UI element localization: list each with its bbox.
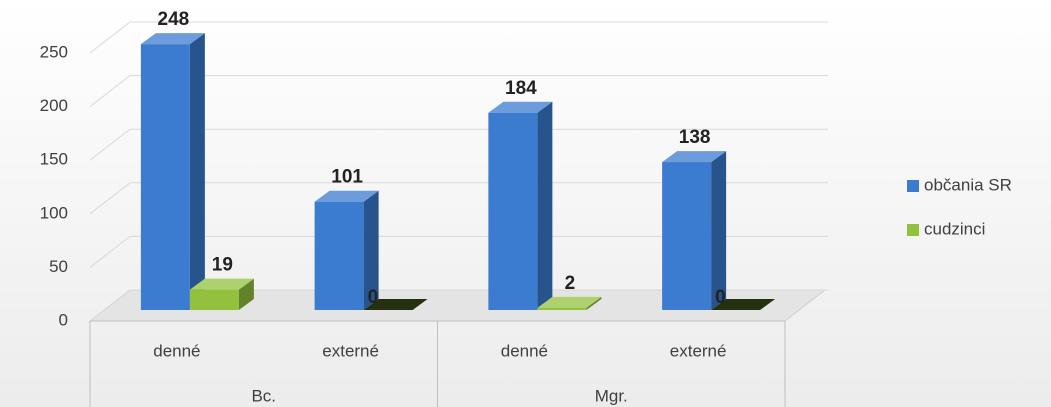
legend-label: cudzinci <box>924 219 985 238</box>
y-tick-label: 250 <box>40 42 68 61</box>
y-tick-label: 150 <box>40 150 68 169</box>
bar <box>662 162 712 310</box>
legend-swatch <box>907 224 919 236</box>
data-label: 2 <box>565 273 576 294</box>
bar-side <box>189 33 205 310</box>
group-label: Mgr. <box>595 386 628 405</box>
grid-line-side <box>89 236 131 268</box>
data-label: 0 <box>368 287 379 308</box>
bar-top <box>363 299 428 310</box>
bar-top <box>662 151 727 163</box>
y-tick-label: 0 <box>59 310 68 329</box>
bar <box>140 44 190 310</box>
bar-top <box>314 190 379 202</box>
grid-line-side <box>89 21 131 54</box>
data-label: 0 <box>715 287 726 308</box>
bar <box>314 201 364 310</box>
bar-top <box>189 278 254 290</box>
bar-side <box>586 296 602 310</box>
grid-line-side <box>89 128 131 161</box>
bar-side <box>537 101 553 310</box>
bar <box>488 112 538 310</box>
y-tick-label: 100 <box>40 203 68 222</box>
x-tick-label: externé <box>322 341 379 360</box>
data-label: 101 <box>331 167 363 188</box>
legend-label: občania SR <box>924 175 1012 194</box>
data-label: 19 <box>212 255 233 276</box>
y-tick-label: 50 <box>49 257 68 276</box>
legend-swatch <box>907 180 919 192</box>
x-tick-label: externé <box>670 341 727 360</box>
bar-top <box>711 299 776 310</box>
bar <box>537 307 587 310</box>
group-label: Bc. <box>251 386 276 405</box>
data-label: 138 <box>679 127 711 148</box>
data-label: 184 <box>505 78 537 99</box>
bar <box>189 289 239 310</box>
bar-top <box>140 33 205 45</box>
bar-top <box>537 296 602 308</box>
data-label: 248 <box>158 9 190 30</box>
bar-side <box>238 278 254 310</box>
grid-line-side <box>89 182 131 215</box>
x-tick-label: denné <box>501 341 548 360</box>
bar-side <box>363 190 379 310</box>
y-tick-label: 200 <box>40 96 68 115</box>
bar-top <box>488 101 553 113</box>
grid-line-side <box>89 289 131 322</box>
bar-side <box>711 151 727 310</box>
grid-line-side <box>89 75 131 107</box>
x-tick-label: denné <box>153 341 200 360</box>
